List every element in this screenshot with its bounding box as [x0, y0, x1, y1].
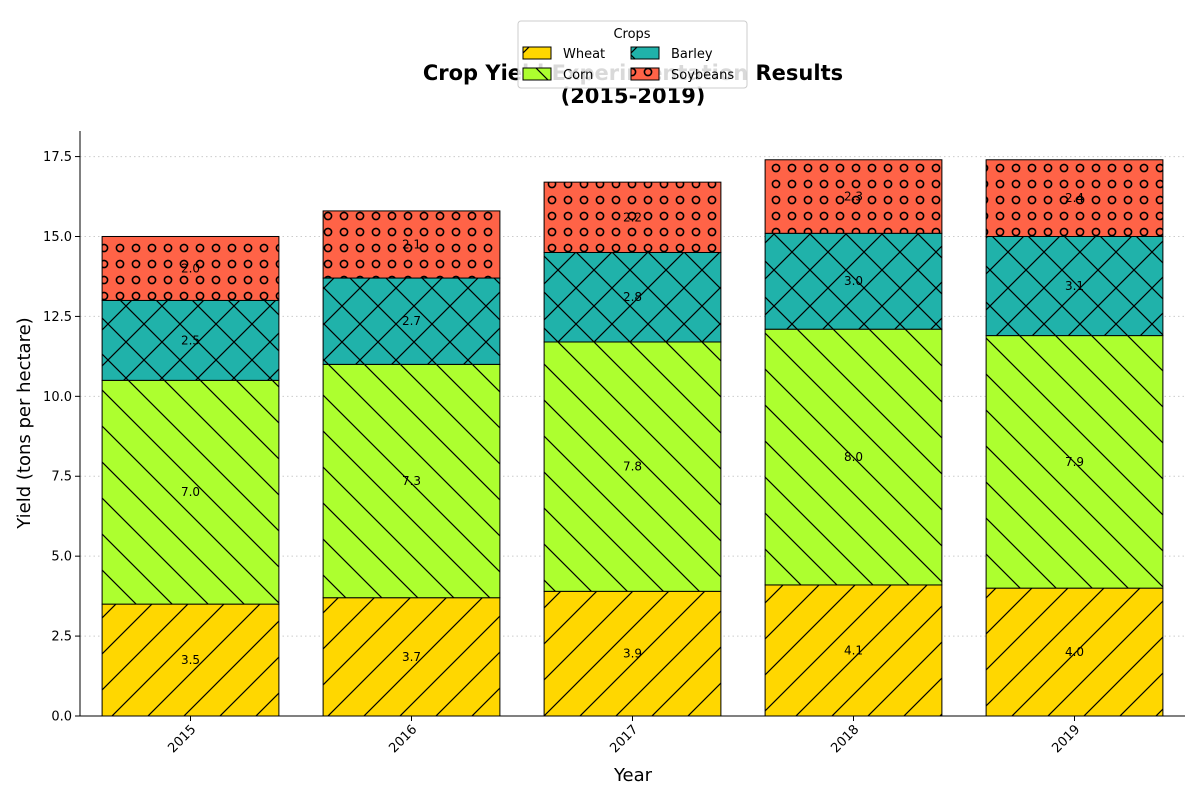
bar-hatch	[543, 251, 722, 343]
data-label-corn-2016: 7.3	[402, 474, 421, 488]
legend-swatch-hatch	[522, 46, 552, 60]
bar-wheat-2019	[985, 587, 1164, 717]
bar-barley-2015	[101, 299, 280, 381]
y-tick-label: 7.5	[51, 470, 72, 485]
bar-wheat-2016	[322, 597, 501, 717]
data-label-soybeans-2018: 2.3	[844, 190, 863, 204]
data-labels: 3.5 7.0 2.5 2.0 3.7 7.3 2.7 2.1 3.9 7.8 2.8 2.2 4.1 8…	[181, 190, 1084, 668]
bar-hatch	[543, 341, 722, 592]
legend-item-wheat: Wheat	[522, 46, 605, 62]
bar-barley-2018	[764, 232, 943, 330]
y-axis-title: Yield (tons per hectare)	[14, 317, 35, 529]
bar-hatch	[101, 603, 280, 717]
bar-hatch	[764, 159, 943, 234]
bar-hatch	[985, 159, 1164, 237]
bar-soybeans-2015	[101, 235, 280, 301]
y-tick-label: 0.0	[51, 710, 72, 725]
legend-title: Crops	[613, 27, 650, 42]
bar-corn-2018	[764, 328, 943, 586]
data-label-barley-2015: 2.5	[181, 333, 200, 347]
data-label-wheat-2019: 4.0	[1065, 645, 1084, 659]
bar-hatch	[985, 587, 1164, 717]
data-label-wheat-2018: 4.1	[844, 643, 863, 657]
data-label-soybeans-2015: 2.0	[181, 261, 200, 275]
data-label-corn-2018: 8.0	[844, 450, 863, 464]
y-tick-label: 17.5	[43, 150, 72, 165]
legend-label: Corn	[563, 68, 593, 83]
data-label-soybeans-2017: 2.2	[623, 210, 642, 224]
bar-wheat-2017	[543, 590, 722, 717]
bar-wheat-2018	[764, 584, 943, 717]
bar-barley-2016	[322, 277, 501, 365]
y-tick-label: 5.0	[51, 550, 72, 565]
data-label-corn-2017: 7.8	[623, 460, 642, 474]
legend-label: Barley	[671, 47, 713, 62]
data-label-wheat-2017: 3.9	[623, 647, 642, 661]
data-label-wheat-2015: 3.5	[181, 653, 200, 667]
bar-corn-2016	[322, 363, 501, 599]
bar-hatch	[322, 597, 501, 717]
bar-hatch	[322, 363, 501, 599]
bar-soybeans-2019	[985, 159, 1164, 237]
legend-label: Soybeans	[671, 68, 734, 83]
data-label-barley-2016: 2.7	[402, 314, 421, 328]
x-tick-label: 2018	[828, 722, 862, 756]
x-tick-label: 2015	[165, 722, 199, 756]
y-tick-label: 15.0	[43, 230, 72, 245]
bar-barley-2019	[985, 235, 1164, 337]
bar-barley-2017	[543, 251, 722, 343]
legend-item-soybeans: Soybeans	[630, 67, 734, 83]
bar-hatch	[322, 277, 501, 365]
legend: Crops Wheat Corn Barley Soybeans	[517, 20, 748, 89]
y-tick-label: 2.5	[51, 630, 72, 645]
legend-swatch-hatch	[630, 67, 660, 81]
data-label-corn-2019: 7.9	[1065, 455, 1084, 469]
x-tick-label: 2017	[607, 722, 641, 756]
bar-hatch	[543, 181, 722, 253]
legend-item-barley: Barley	[630, 46, 713, 62]
bar-soybeans-2018	[764, 159, 943, 234]
bar-wheat-2015	[101, 603, 280, 717]
data-label-corn-2015: 7.0	[181, 485, 200, 499]
bar-hatch	[101, 379, 280, 605]
data-label-soybeans-2019: 2.4	[1065, 191, 1084, 205]
data-label-barley-2018: 3.0	[844, 274, 863, 288]
bar-soybeans-2016	[322, 210, 501, 279]
data-label-barley-2017: 2.8	[623, 290, 642, 304]
x-tick-label: 2019	[1049, 722, 1083, 756]
bar-soybeans-2017	[543, 181, 722, 253]
x-axis-title: Year	[613, 765, 653, 786]
bar-hatch	[985, 235, 1164, 337]
legend-label: Wheat	[563, 47, 605, 62]
y-tick-label: 10.0	[43, 390, 72, 405]
legend-swatch-hatch	[630, 46, 660, 60]
bar-hatch	[101, 235, 280, 301]
bar-corn-2015	[101, 379, 280, 605]
bar-corn-2019	[985, 335, 1164, 589]
data-label-soybeans-2016: 2.1	[402, 237, 421, 251]
legend-item-corn: Corn	[522, 67, 593, 83]
bar-corn-2017	[543, 341, 722, 592]
bar-hatch	[543, 590, 722, 717]
data-label-barley-2019: 3.1	[1065, 279, 1084, 293]
bar-hatch	[985, 335, 1164, 589]
y-tick-label: 12.5	[43, 310, 72, 325]
bar-hatch	[101, 299, 280, 381]
bar-hatch	[322, 210, 501, 279]
data-label-wheat-2016: 3.7	[402, 650, 421, 664]
x-tick-label: 2016	[386, 722, 420, 756]
bar-hatch	[764, 328, 943, 586]
bars	[101, 159, 1164, 717]
legend-swatch-hatch	[522, 67, 552, 81]
